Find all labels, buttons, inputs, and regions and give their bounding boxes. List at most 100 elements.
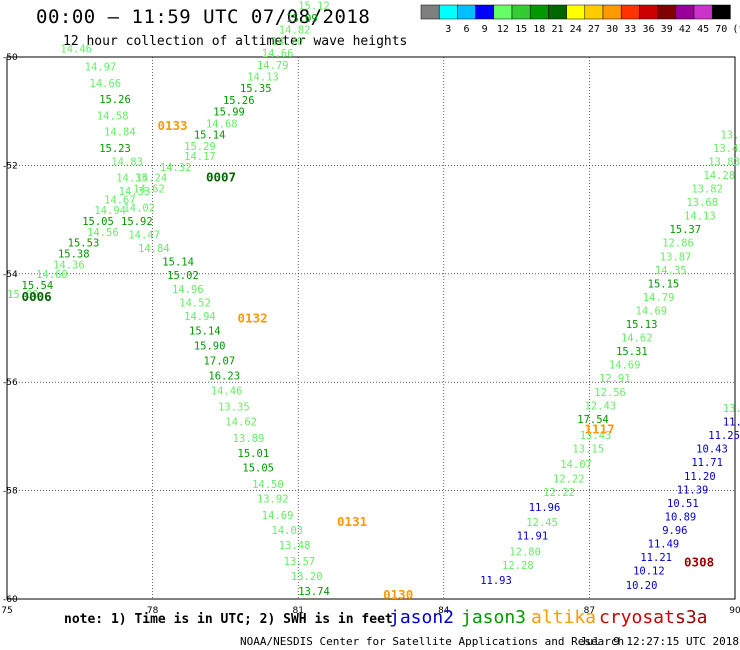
- swh-value: 14.32: [160, 162, 192, 174]
- swh-value: 14.28: [703, 170, 735, 182]
- swh-value: 13.20: [291, 571, 323, 583]
- swh-value: 15.14: [194, 129, 226, 141]
- footnote: note: 1) Time is in UTC; 2) SWH is in fe…: [64, 612, 393, 627]
- lat-tick-label: -56: [3, 378, 18, 388]
- legend-bin-label: 27: [588, 24, 600, 35]
- swh-value: 15.90: [194, 341, 226, 353]
- swh-value: 14.69: [636, 305, 668, 317]
- credit-line: NOAA/NESDIS Center for Satellite Applica…: [240, 635, 625, 648]
- swh-value: 15.05: [242, 463, 274, 475]
- swh-value: 15.53: [68, 238, 100, 250]
- swh-value: 10.12: [633, 566, 665, 578]
- swh-value: 14.46: [60, 44, 92, 56]
- swh-value: 14.66: [262, 48, 294, 60]
- legend-swatch: [711, 4, 731, 20]
- swh-value: 13.35: [218, 401, 250, 413]
- legend-bin-label: 3: [445, 24, 451, 35]
- swh-value: 13.89: [233, 433, 265, 445]
- swh-value: 13.15: [572, 444, 604, 456]
- swh-value: 15.14: [189, 326, 221, 338]
- swh-value: 13.48: [279, 540, 311, 552]
- pass-id-label: 1117: [585, 422, 615, 437]
- swh-value: 15.99: [213, 107, 245, 119]
- pass-id-label: 0130: [383, 587, 413, 602]
- legend-unit: (ft): [732, 24, 740, 35]
- swh-value: 15.31: [616, 346, 648, 358]
- swh-value: 10.43: [696, 444, 728, 456]
- lon-tick-label: 78: [147, 606, 159, 616]
- wave-height-observations: 14.46 14.97 14.66 15.26 14.58 14.84 15.2314.83…: [7, 0, 740, 598]
- swh-value: 15.12: [298, 0, 330, 12]
- lon-tick-label: 75: [1, 606, 12, 616]
- legend-bin-label: 24: [570, 24, 582, 35]
- legend-bin-label: 30: [606, 24, 618, 35]
- swh-value: 15.14: [162, 257, 194, 269]
- lat-lon-grid: [7, 57, 735, 599]
- swh-value: 14.70: [272, 36, 304, 48]
- swh-value: 17.54: [577, 414, 609, 426]
- swh-value: 14.69: [609, 360, 641, 372]
- swh-value: 12.80: [509, 547, 541, 559]
- swh-value: 13.74: [298, 586, 330, 598]
- swh-value: 15.09: [286, 13, 318, 25]
- lat-tick-label: -60: [3, 595, 18, 605]
- swh-value: 14.35: [655, 265, 687, 277]
- swh-value: 15.37: [669, 224, 701, 236]
- swh-value: 11.39: [677, 484, 709, 496]
- legend-bin-label: 70: [715, 24, 727, 35]
- swh-value: 13.43: [580, 430, 612, 442]
- pass-id-label: 0006: [22, 289, 52, 304]
- swh-value: 10.89: [665, 511, 697, 523]
- swh-value: 11.71: [691, 457, 723, 469]
- swh-value: 11.93: [480, 575, 512, 587]
- swh-value: 14.60: [36, 269, 68, 281]
- legend-bin-label: 36: [642, 24, 654, 35]
- swh-value: 14.36: [53, 259, 85, 271]
- swh-value: 13.18: [723, 403, 740, 415]
- pass-id-label: 0131: [337, 514, 367, 529]
- swh-value: 11.96: [529, 502, 561, 514]
- swh-value: 14.62: [225, 417, 257, 429]
- swh-value: 14.69: [262, 510, 294, 522]
- lon-tick-label: 90: [729, 606, 740, 616]
- pass-id-label: 0132: [238, 311, 268, 326]
- swh-value: 13.57: [284, 556, 316, 568]
- legend-bin-label: 9: [482, 24, 488, 35]
- swh-value: 14.94: [94, 205, 126, 217]
- swh-value: 14.35: [116, 173, 148, 185]
- swh-value: 14.83: [111, 156, 143, 168]
- swh-value: 14.58: [97, 110, 129, 122]
- swh-value: 15.15: [648, 278, 680, 290]
- lat-tick-label: -50: [3, 53, 18, 63]
- swh-value: 11.25: [708, 430, 740, 442]
- swh-value: 15.26: [99, 94, 131, 106]
- lat-tick-label: -52: [3, 161, 18, 171]
- swh-value: 15.26: [223, 95, 255, 107]
- swh-value: 15.13: [626, 319, 658, 331]
- legend-bin-label: 15: [515, 24, 527, 35]
- swh-value: 14.62: [133, 184, 165, 196]
- swh-value: 14.94: [184, 311, 216, 323]
- swh-value: 15.05: [82, 216, 114, 228]
- swh-value: 15.00: [7, 289, 39, 301]
- swh-value: 12.56: [594, 387, 626, 399]
- legend-bin-label: 18: [533, 24, 545, 35]
- lat-tick-label: -58: [3, 487, 18, 497]
- swh-value: 14.03: [272, 525, 304, 537]
- swh-value: 12.91: [599, 373, 631, 385]
- swh-value: 15.92: [121, 216, 153, 228]
- swh-value: 14.13: [247, 71, 279, 83]
- swh-value: 14.02: [123, 202, 155, 214]
- swh-value: 13.42: [713, 143, 740, 155]
- swh-value: 10.51: [667, 498, 699, 510]
- swh-value: 14.50: [252, 479, 284, 491]
- legend-bin-label: 12: [497, 24, 509, 35]
- swh-value: 14.96: [172, 284, 204, 296]
- lat-tick-label: -54: [3, 270, 18, 280]
- swh-value: 12.45: [526, 517, 558, 529]
- swh-value: 14.62: [621, 333, 653, 345]
- swh-value: 17.07: [204, 355, 236, 367]
- swh-value: 13.92: [257, 494, 289, 506]
